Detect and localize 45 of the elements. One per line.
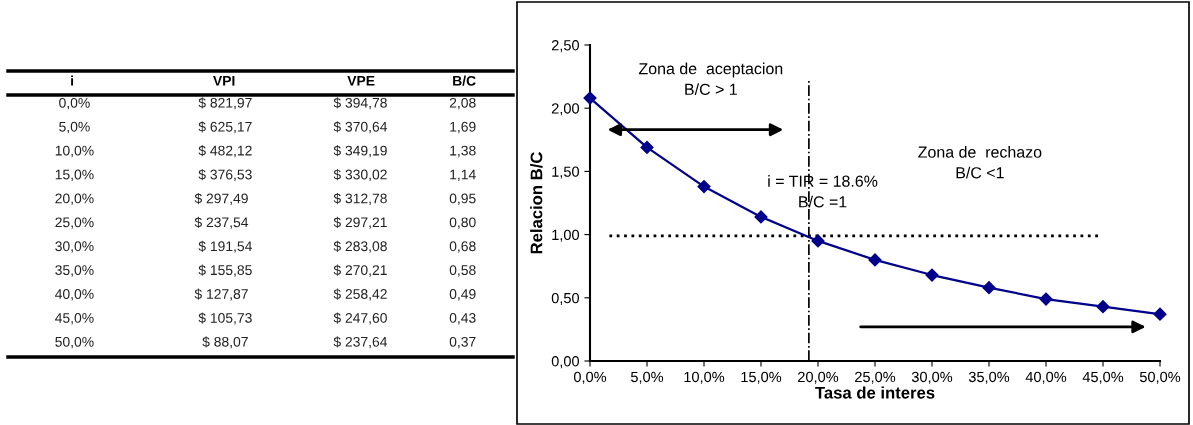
x-tick-label: 50,0%: [1139, 371, 1181, 384]
text: 25,0% $ 237,54 $ 297,21 0,80: [55, 216, 476, 229]
annotation: i = TIR = 18.6% B/C =1: [768, 175, 878, 208]
point: [583, 91, 597, 105]
x-tick-label: 25,0%: [855, 371, 896, 384]
y-tick-label: 2,00: [551, 103, 580, 116]
point: [1039, 292, 1053, 306]
x-axis-title: Tasa de interes: [815, 386, 935, 399]
text: 10,0% $ 482,12 $ 349,19 1,38: [55, 145, 476, 158]
y-tick-label: 1,00: [552, 229, 580, 242]
text: i VPI VPE B/C: [71, 75, 476, 86]
point: [811, 234, 825, 248]
x-tick-label: 45,0%: [1082, 371, 1124, 384]
text: 20,0% $ 297,49 $ 312,78 0,95: [55, 192, 476, 205]
point: [697, 179, 711, 194]
text: 15,0% $ 376,53 $ 330,02 1,14: [55, 169, 476, 182]
x-tick-label: 35,0%: [968, 371, 1010, 384]
x-tick-label: 30,0%: [911, 371, 953, 384]
y-tick-label: 0,00: [551, 356, 580, 369]
x-tick-label: 5,0%: [630, 371, 664, 384]
point: [754, 210, 768, 224]
point: [925, 268, 939, 282]
text: 40,0% $ 127,87 $ 258,42 0,49: [55, 288, 476, 301]
x-tick-label: 15,0%: [741, 371, 782, 384]
text: 50,0% $ 88,07 $ 237,64 0,37: [55, 336, 476, 349]
text: 30,0% $ 191,54 $ 283,08 0,68: [55, 240, 476, 253]
x-tick-label: 10,0%: [684, 371, 725, 384]
text: 0,0% $ 821,97 $ 394,78 2,08: [59, 97, 476, 110]
y-tick-label: 1,50: [552, 166, 580, 179]
point: [868, 253, 882, 267]
x-tick-label: 40,0%: [1025, 371, 1067, 384]
point: [1096, 300, 1110, 314]
point: [640, 140, 654, 154]
text: 35,0% $ 155,85 $ 270,21 0,58: [55, 264, 476, 277]
x-tick-label: 20,0%: [798, 371, 839, 384]
point: [1153, 307, 1167, 321]
y-tick-label: 0,50: [551, 292, 580, 305]
point: [982, 281, 996, 295]
x-tick-label: 0,0%: [573, 371, 607, 384]
text: 45,0% $ 105,73 $ 247,60 0,43: [55, 312, 476, 325]
annotation: Zona de rechazo B/C <1: [918, 146, 1042, 179]
text: 5,0% $ 625,17 $ 370,64 1,69: [59, 121, 476, 134]
y-tick-label: 2,50: [551, 40, 580, 53]
y-axis-title: Relacion B/C: [530, 152, 543, 254]
annotation: Zona de aceptacion B/C > 1: [638, 62, 783, 96]
